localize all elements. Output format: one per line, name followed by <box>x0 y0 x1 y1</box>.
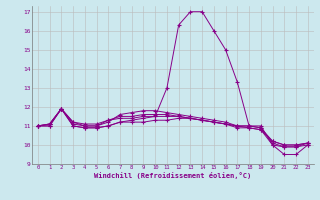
X-axis label: Windchill (Refroidissement éolien,°C): Windchill (Refroidissement éolien,°C) <box>94 172 252 179</box>
